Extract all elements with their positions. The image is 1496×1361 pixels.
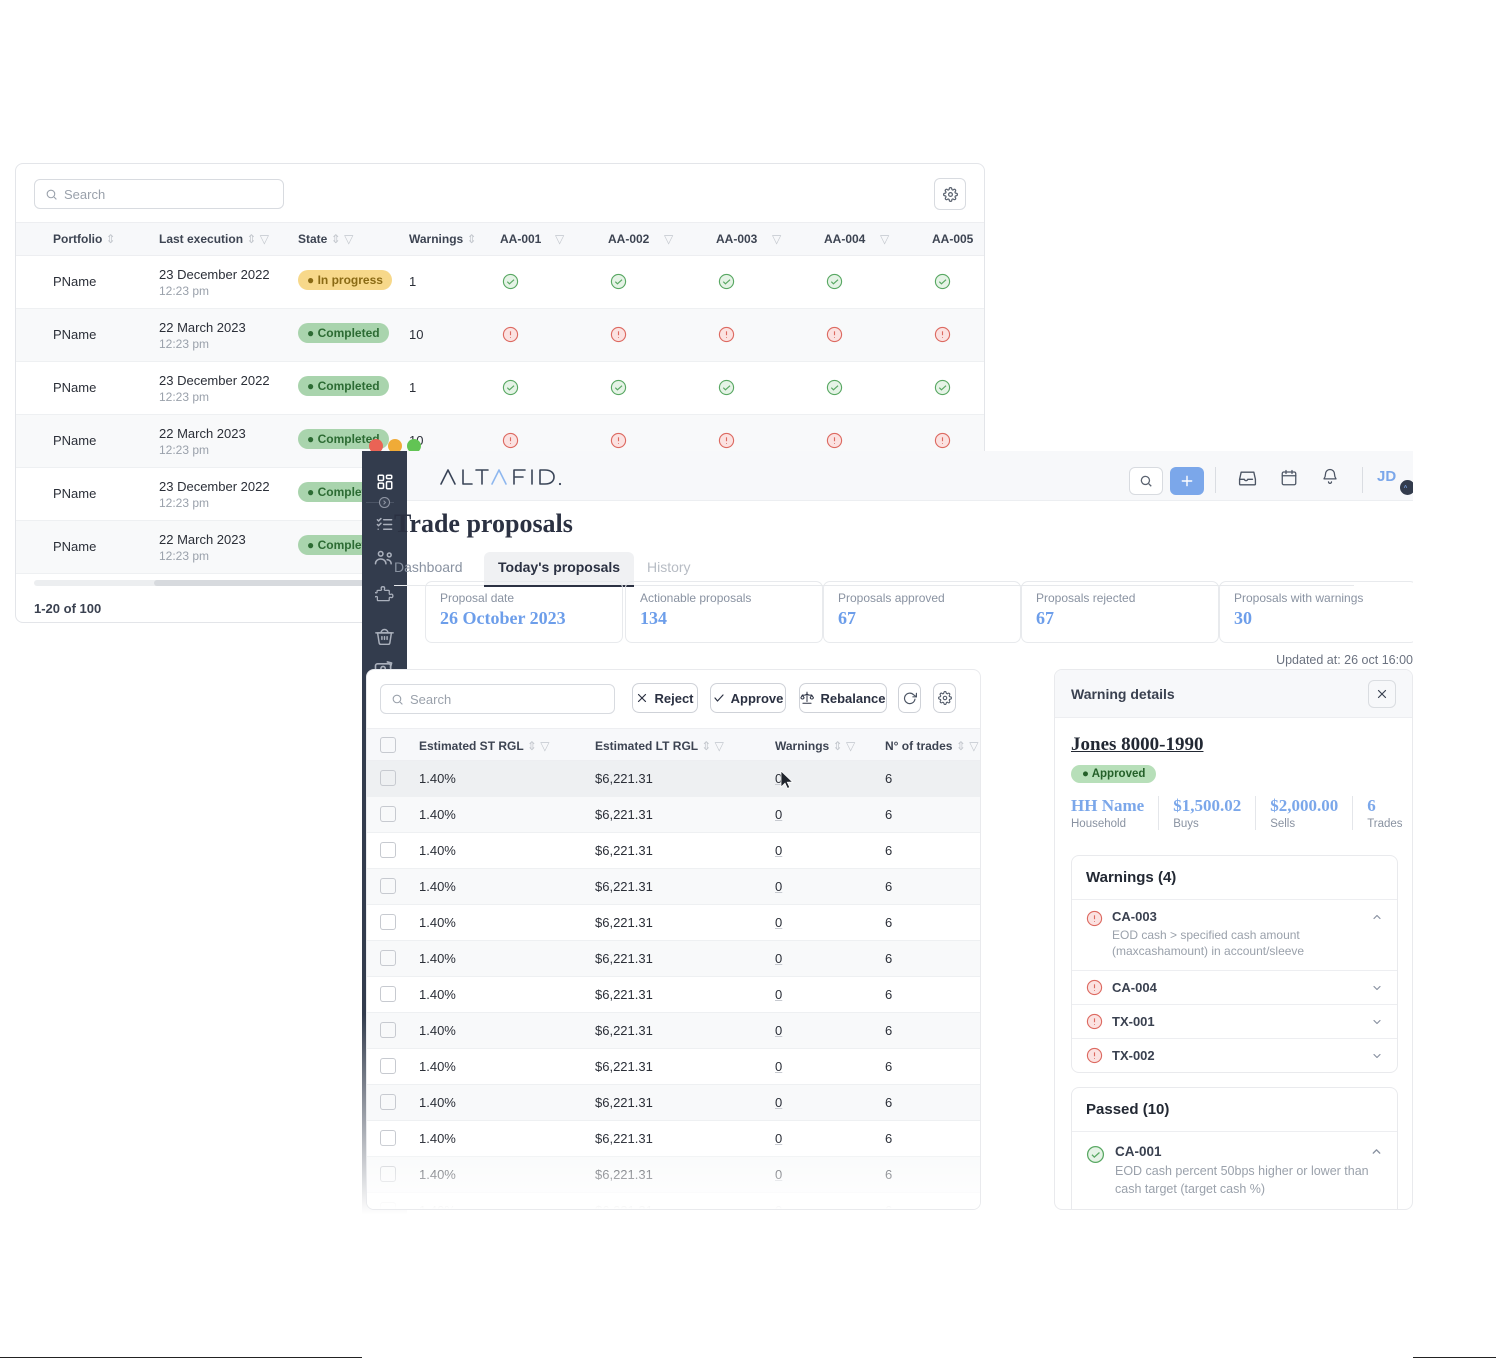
svg-text:^: ^ xyxy=(1404,485,1408,491)
